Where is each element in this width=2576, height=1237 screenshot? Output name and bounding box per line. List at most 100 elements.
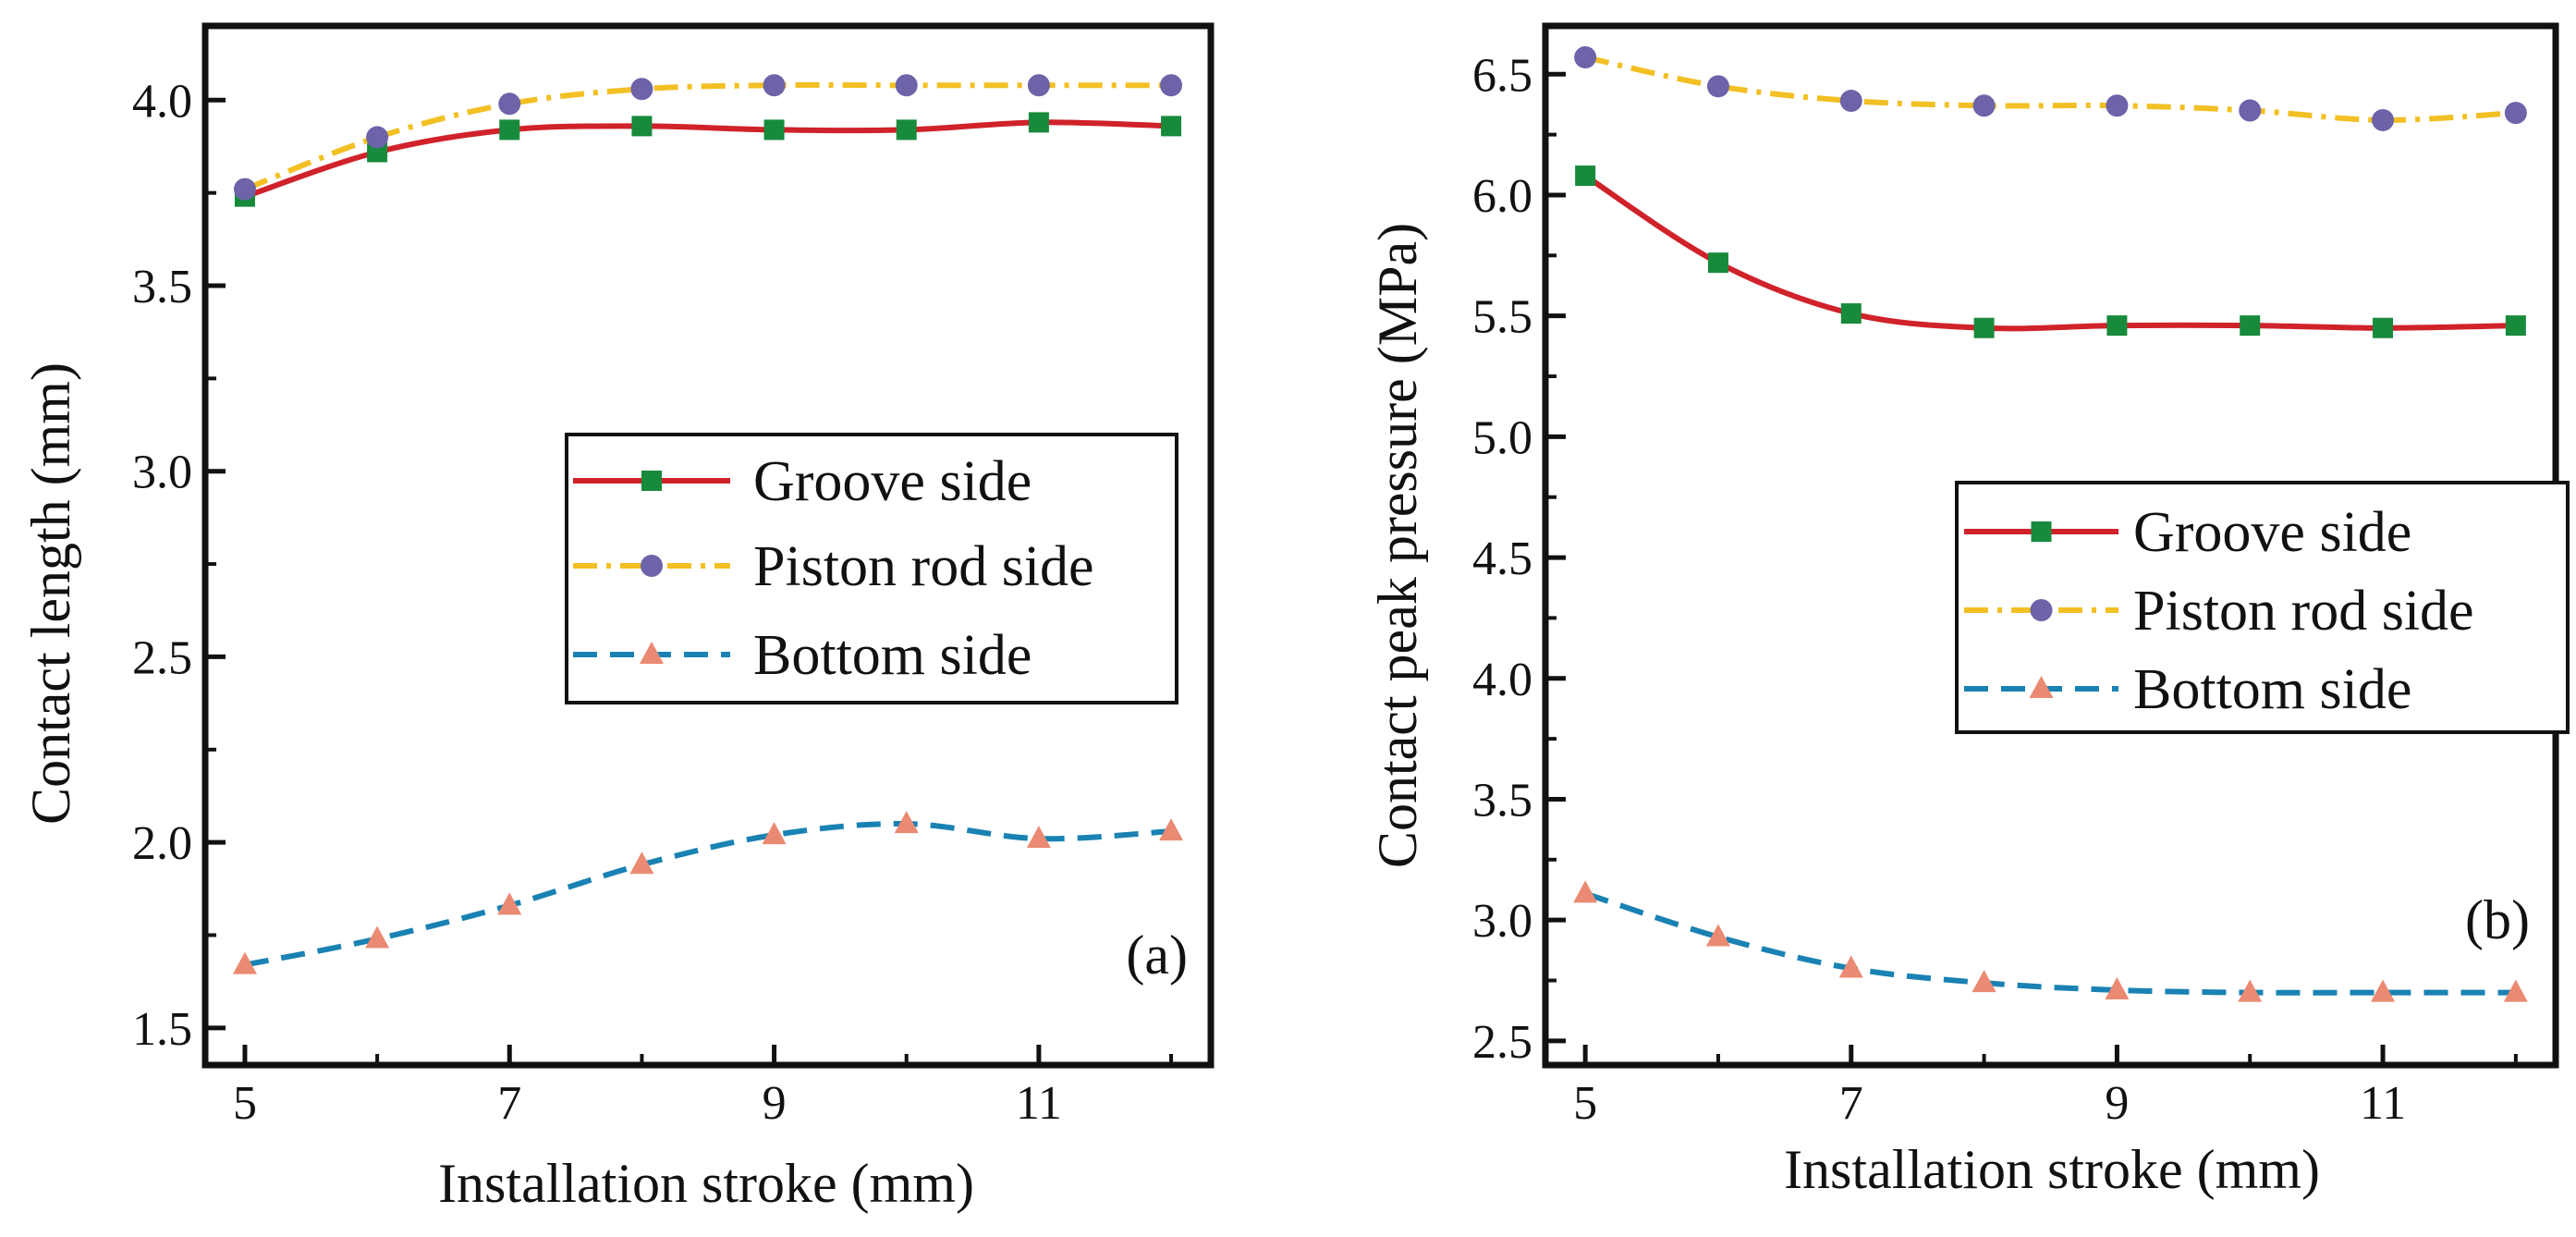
panel-b-series-1-point-7 — [2504, 102, 2527, 125]
panel-a-series-1-point-7 — [1160, 74, 1183, 97]
panel-a-y-axis-label: Contact length (mm) — [20, 362, 81, 825]
panel-a-y-tick-label: 3.5 — [132, 261, 192, 313]
panel-a-series-2-point-3 — [629, 851, 654, 875]
panel-b-series-2-point-2 — [1838, 955, 1863, 978]
panel-a-x-tick-label: 7 — [497, 1077, 521, 1130]
panel-b-series-2-point-0 — [1573, 880, 1598, 903]
panel-b-series-1-point-2 — [1839, 90, 1862, 113]
panel-a-series-2-point-4 — [762, 822, 787, 845]
panel-b-x-tick-label: 9 — [2105, 1077, 2129, 1130]
panel-b-series-2-point-7 — [2503, 979, 2528, 1002]
panel-a-series-1-point-5 — [895, 74, 918, 97]
panel-a-legend-items: Groove side Piston rod side Bottom side — [573, 450, 1094, 687]
panel-b-y-tick-label: 5.0 — [1472, 411, 1532, 464]
panel-b-y-tick-label: 6.0 — [1472, 170, 1532, 223]
panel-a-series-2-point-0 — [232, 951, 257, 974]
panel-a-legend-label-2: Bottom side — [753, 624, 1032, 687]
panel-b-series-2-point-1 — [1705, 924, 1730, 947]
panel-b-series-2-point-4 — [2105, 976, 2130, 999]
panel-b-legend-label-0: Groove side — [2133, 501, 2411, 564]
panel-b-series-2-point-6 — [2371, 979, 2396, 1002]
panel-b-y-tick-label: 4.0 — [1472, 654, 1532, 706]
panel-b-series-1-point-3 — [1972, 94, 1996, 117]
panel-b-legend-marker-0 — [2031, 521, 2052, 542]
panel-a-series-1-point-1 — [366, 126, 389, 149]
panel-a-series-2-point-1 — [365, 925, 390, 949]
panel-a-legend-label-1: Piston rod side — [753, 535, 1094, 598]
panel-b-x-tick-label: 7 — [1839, 1077, 1863, 1130]
panel-a-x-axis-label: Installation stroke (mm) — [438, 1153, 974, 1214]
panel-a-legend-marker-1 — [641, 555, 663, 577]
panel-b-legend-items: Groove side Piston rod side Bottom side — [1964, 501, 2474, 721]
panel-b-series-2-point-5 — [2238, 979, 2263, 1002]
panel-a-series-2-point-2 — [497, 892, 522, 915]
panel-b-y-tick-label: 3.0 — [1472, 895, 1532, 948]
panel-a-y-tick-label: 2.0 — [132, 817, 192, 870]
panel-a-legend-marker-2 — [640, 642, 664, 664]
panel-a-series-1-point-3 — [630, 78, 653, 101]
panel-a-series-2-point-6 — [1026, 826, 1051, 849]
panel-b-legend-label-1: Piston rod side — [2133, 580, 2474, 643]
panel-a-series-0-point-2 — [499, 119, 520, 141]
panel-a-series-line-2 — [244, 821, 1172, 968]
panel-b-series-0-point-3 — [1973, 317, 1995, 338]
panel-a-tick-layer: 5 7 9 11 1.5 2.0 2.5 3.0 3.5 4.0 — [132, 75, 1174, 1130]
panel-a-contact-length: 5 7 9 11 1.5 2.0 2.5 3.0 3.5 4.0 Installation str… — [20, 22, 1215, 1214]
panel-a-series-layer — [232, 74, 1184, 974]
panel-b-series-0-point-2 — [1840, 303, 1862, 325]
panel-a-legend: Groove side Piston rod side Bottom side — [565, 433, 1178, 704]
panel-b-series-0-point-4 — [2106, 315, 2128, 337]
panel-a-y-tick-label: 3.0 — [132, 447, 192, 499]
panel-b-y-tick-label: 2.5 — [1472, 1016, 1532, 1069]
panel-b-series-2-point-3 — [1972, 970, 1996, 993]
panel-b-series-layer — [1573, 45, 2528, 1002]
panel-a-legend-marker-0 — [641, 471, 662, 491]
panel-a-series-0-point-6 — [1028, 112, 1049, 133]
panel-b-series-0-point-5 — [2240, 315, 2261, 337]
panel-b-y-axis-label: Contact peak pressure (MPa) — [1367, 223, 1428, 868]
panel-a-series-1-point-0 — [233, 178, 256, 201]
panel-a-series-0-point-5 — [896, 119, 917, 141]
panel-b-series-1-point-5 — [2239, 99, 2262, 122]
panel-b-series-1-point-0 — [1574, 45, 1597, 68]
panel-a-x-tick-label: 11 — [1016, 1077, 1062, 1130]
panel-b-series-line-2 — [1584, 890, 2516, 996]
panel-a-series-2-point-7 — [1159, 818, 1184, 841]
panel-a-x-tick-label: 5 — [233, 1077, 257, 1130]
panel-b-legend-marker-2 — [2029, 676, 2054, 698]
panel-b-x-tick-label: 5 — [1573, 1077, 1597, 1130]
panel-a-label: (a) — [1126, 925, 1188, 986]
panel-b-y-tick-label: 3.5 — [1472, 774, 1532, 827]
panel-a-series-2-point-5 — [894, 811, 919, 834]
panel-a-series-1-point-4 — [763, 74, 786, 97]
panel-a-y-tick-label: 4.0 — [132, 75, 192, 128]
panel-a-x-tick-label: 9 — [763, 1077, 787, 1130]
panel-a-series-1-point-2 — [498, 92, 521, 116]
panel-b-series-1-point-1 — [1706, 75, 1729, 98]
panel-a-series-0-point-3 — [631, 116, 653, 137]
panel-a-series-0-point-7 — [1161, 116, 1182, 137]
panel-b-series-0-point-0 — [1575, 165, 1596, 187]
panel-a-legend-label-0: Groove side — [753, 450, 1032, 513]
panel-b-legend-marker-1 — [2030, 599, 2053, 621]
panel-b-x-tick-label: 11 — [2360, 1077, 2406, 1130]
panel-b-tick-layer: 5 7 9 11 2.5 3.0 3.5 4.0 4.5 5.0 5.5 6.0 6.5 — [1472, 49, 2518, 1130]
panel-b-y-tick-label: 4.5 — [1472, 533, 1532, 585]
panel-a-series-1-point-6 — [1027, 74, 1050, 97]
panel-b-series-0-point-6 — [2373, 317, 2394, 338]
panel-b-x-axis-label: Installation stroke (mm) — [1784, 1139, 2320, 1200]
panel-a-plot-frame — [201, 22, 1215, 1069]
panel-b-series-line-0 — [1583, 173, 2516, 332]
panel-b-legend: Groove side Piston rod side Bottom side — [1955, 481, 2570, 734]
panel-b-series-1-point-4 — [2106, 94, 2129, 117]
panel-b-legend-label-2: Bottom side — [2133, 658, 2411, 721]
panel-a-series-0-point-4 — [763, 119, 785, 141]
panel-b-series-0-point-1 — [1707, 252, 1728, 274]
panel-b-series-0-point-7 — [2505, 315, 2526, 337]
panel-a-y-tick-label: 2.5 — [132, 631, 192, 684]
panel-a-y-tick-label: 1.5 — [132, 1003, 192, 1056]
panel-b-label: (b) — [2465, 889, 2530, 950]
panel-b-y-tick-label: 6.5 — [1472, 49, 1532, 102]
panel-b-series-1-point-6 — [2372, 108, 2395, 131]
